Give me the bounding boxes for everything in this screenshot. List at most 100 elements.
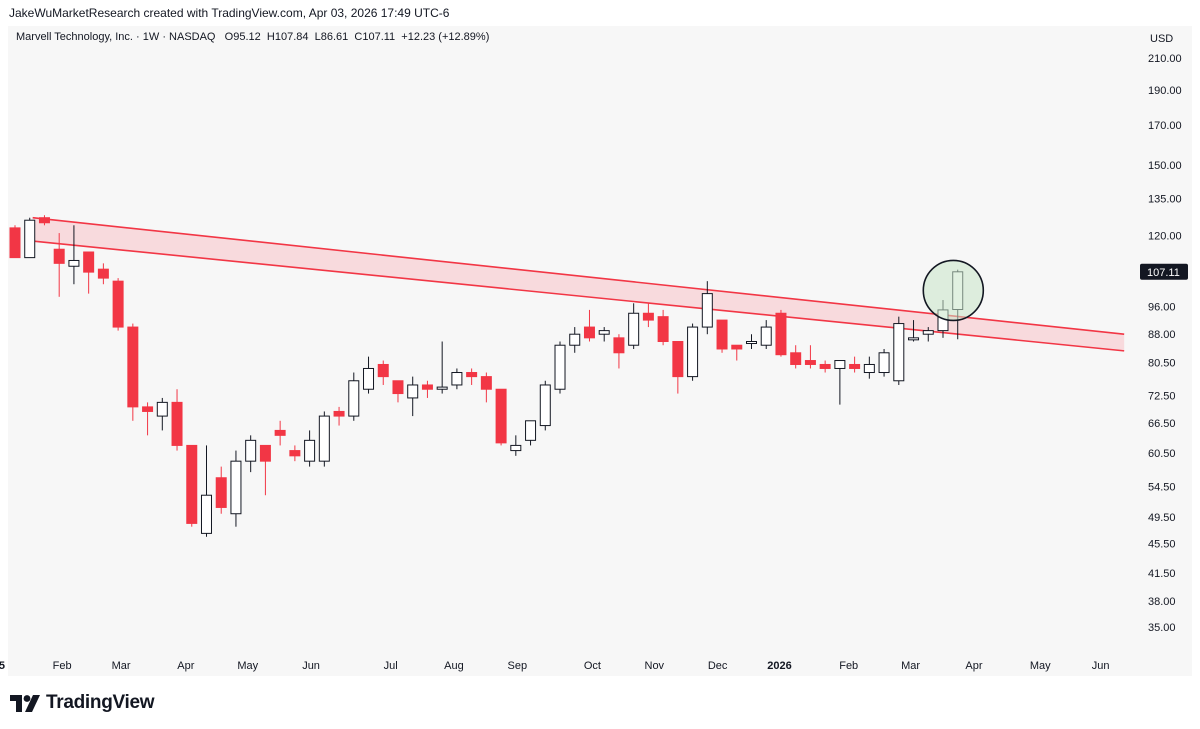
candle-body [525, 420, 537, 441]
candle [127, 323, 139, 421]
candle-body [760, 326, 772, 346]
candle-body [834, 360, 846, 369]
y-tick-label: 80.50 [1148, 357, 1176, 369]
candle [186, 444, 198, 527]
candle-body [657, 316, 669, 343]
candle-body [908, 337, 920, 341]
candle-body [628, 312, 640, 346]
candle [83, 251, 95, 294]
candle [274, 420, 286, 446]
highlight-circle-group [922, 259, 985, 322]
candle [672, 341, 684, 394]
candle-body [156, 401, 168, 417]
candle-body [200, 494, 212, 534]
x-tick-label: 025 [0, 660, 5, 672]
x-tick-label: May [1030, 660, 1051, 672]
candle-body [259, 444, 271, 462]
candle-body [539, 384, 551, 427]
candle [363, 356, 375, 394]
candle [554, 341, 566, 394]
candle-body [878, 352, 890, 374]
candle-body [83, 251, 95, 273]
y-tick-label: 60.50 [1148, 448, 1176, 460]
y-tick-label: 45.50 [1148, 539, 1176, 551]
y-tick-label: 96.00 [1148, 302, 1176, 314]
candle-body [804, 360, 816, 365]
candle-body [893, 323, 905, 382]
y-tick-label: 150.00 [1148, 160, 1182, 172]
candle-body [304, 439, 316, 462]
time-axis[interactable]: 025 Feb Mar Apr May Jun Jul Aug Sep Oct Nov Dec 2026… [0, 660, 1109, 672]
highlight-circle[interactable] [922, 259, 985, 322]
x-tick-label: Apr [177, 660, 194, 672]
candle [922, 327, 934, 342]
candle [760, 320, 772, 349]
candle-body [613, 337, 625, 354]
candle [333, 406, 345, 426]
candle-body [186, 444, 198, 524]
candle [318, 411, 330, 467]
candle-body [421, 384, 433, 390]
x-tick-label: Jun [1092, 660, 1110, 672]
candle-body [333, 410, 345, 417]
candle [156, 397, 168, 431]
channel-lower-line[interactable] [32, 240, 1125, 352]
candle-body [348, 380, 360, 417]
candle-body [922, 330, 934, 335]
candle-body [701, 293, 713, 328]
candle-body [24, 219, 36, 259]
y-tick-label: 210.00 [1148, 53, 1182, 65]
candle-body [377, 363, 389, 378]
candle-body [392, 380, 404, 395]
x-tick-label: Jun [302, 660, 320, 672]
symbol-name: Marvell Technology, Inc. · 1W · NASDAQ [16, 31, 216, 43]
candle-body [569, 333, 581, 346]
symbol-legend: Marvell Technology, Inc. · 1W · NASDAQ O… [16, 31, 489, 43]
candle [200, 445, 212, 537]
candle [849, 356, 861, 373]
y-tick-label: 66.50 [1148, 418, 1176, 430]
chart-area[interactable] [8, 26, 1192, 676]
candle [731, 344, 743, 361]
change-value: +12.23 (+12.89%) [401, 31, 490, 43]
candle [245, 435, 257, 473]
candle [142, 402, 154, 436]
candle [687, 323, 699, 381]
candle [392, 380, 404, 403]
y-tick-label: 170.00 [1148, 120, 1182, 132]
candle [171, 389, 183, 451]
candle-body [849, 363, 861, 369]
brand-name: TradingView [46, 692, 155, 713]
candle-body [68, 259, 80, 267]
candle-body [790, 352, 802, 365]
candle [407, 376, 419, 417]
candle [97, 263, 109, 285]
candle [642, 303, 654, 328]
candle-body [97, 268, 109, 279]
current-price-label: 107.11 [1147, 267, 1180, 279]
candle-body [289, 450, 301, 457]
candle [68, 225, 80, 285]
candle-body [9, 227, 21, 259]
candle-body [245, 439, 257, 462]
candle [790, 345, 802, 369]
x-tick-label: Jul [384, 660, 398, 672]
candle-body [142, 406, 154, 412]
x-tick-label: Apr [965, 660, 982, 672]
candle [878, 348, 890, 377]
x-tick-label: Mar [901, 660, 920, 672]
open-value: O95.12 [224, 31, 261, 43]
candle [701, 281, 713, 335]
candle [598, 327, 610, 342]
y-tick-label: 35.00 [1148, 622, 1176, 634]
candle-body [672, 341, 684, 378]
y-tick-label: 88.00 [1148, 329, 1176, 341]
candle [436, 341, 448, 394]
price-axis[interactable]: USD 210.00 190.00 170.00 150.00 135.00 120.00… [1140, 33, 1188, 634]
candle-body [746, 341, 757, 345]
candle [775, 309, 787, 357]
y-tick-label: 135.00 [1148, 193, 1182, 205]
high-value: H107.84 [266, 31, 309, 43]
candle-body [510, 444, 522, 452]
